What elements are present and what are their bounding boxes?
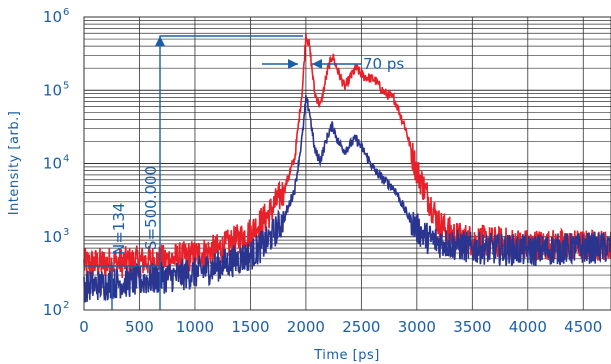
noise-label: N=134 xyxy=(110,203,128,255)
plot-area xyxy=(83,33,611,303)
pulse-width-label: 70 ps xyxy=(363,55,404,73)
x-tick-label: 2000 xyxy=(287,318,325,336)
x-axis-ticks: 0 500 1000 1500 2000 2500 3000 3500 4000 4500 xyxy=(79,318,602,336)
y-tick-exponent: 2 xyxy=(63,300,69,311)
signal-arrow-head xyxy=(155,36,165,46)
y-tick-exponent: 6 xyxy=(63,7,69,18)
y-tick-exponent: 4 xyxy=(63,154,69,165)
plot-frame xyxy=(83,16,611,311)
annotations: 70 ps S=500.000 N=134 xyxy=(84,35,404,310)
x-axis-label: Time [ps] xyxy=(313,348,380,363)
y-tick-label: 10 xyxy=(43,228,62,246)
width-arrow-left-head xyxy=(288,59,298,69)
x-tick-label: 2500 xyxy=(342,318,380,336)
x-tick-label: 4500 xyxy=(564,318,602,336)
x-tick-label: 1000 xyxy=(176,318,214,336)
width-arrow-right-head xyxy=(312,59,322,69)
y-tick-exponent: 5 xyxy=(63,80,69,91)
y-tick-label: 10 xyxy=(43,8,62,26)
signal-label: S=500.000 xyxy=(142,166,160,250)
x-tick-label: 0 xyxy=(79,318,89,336)
x-tick-label: 1500 xyxy=(231,318,269,336)
y-tick-label: 10 xyxy=(43,301,62,319)
x-tick-label: 500 xyxy=(125,318,154,336)
x-tick-label: 3500 xyxy=(453,318,491,336)
y-tick-exponent: 3 xyxy=(63,227,69,238)
x-tick-label: 3000 xyxy=(398,318,436,336)
series-blue-line xyxy=(83,94,611,303)
y-tick-label: 10 xyxy=(43,155,62,173)
x-tick-label: 4000 xyxy=(509,318,547,336)
y-tick-label: 10 xyxy=(43,81,62,99)
y-axis-label: Intensity [arb.] xyxy=(7,111,22,216)
